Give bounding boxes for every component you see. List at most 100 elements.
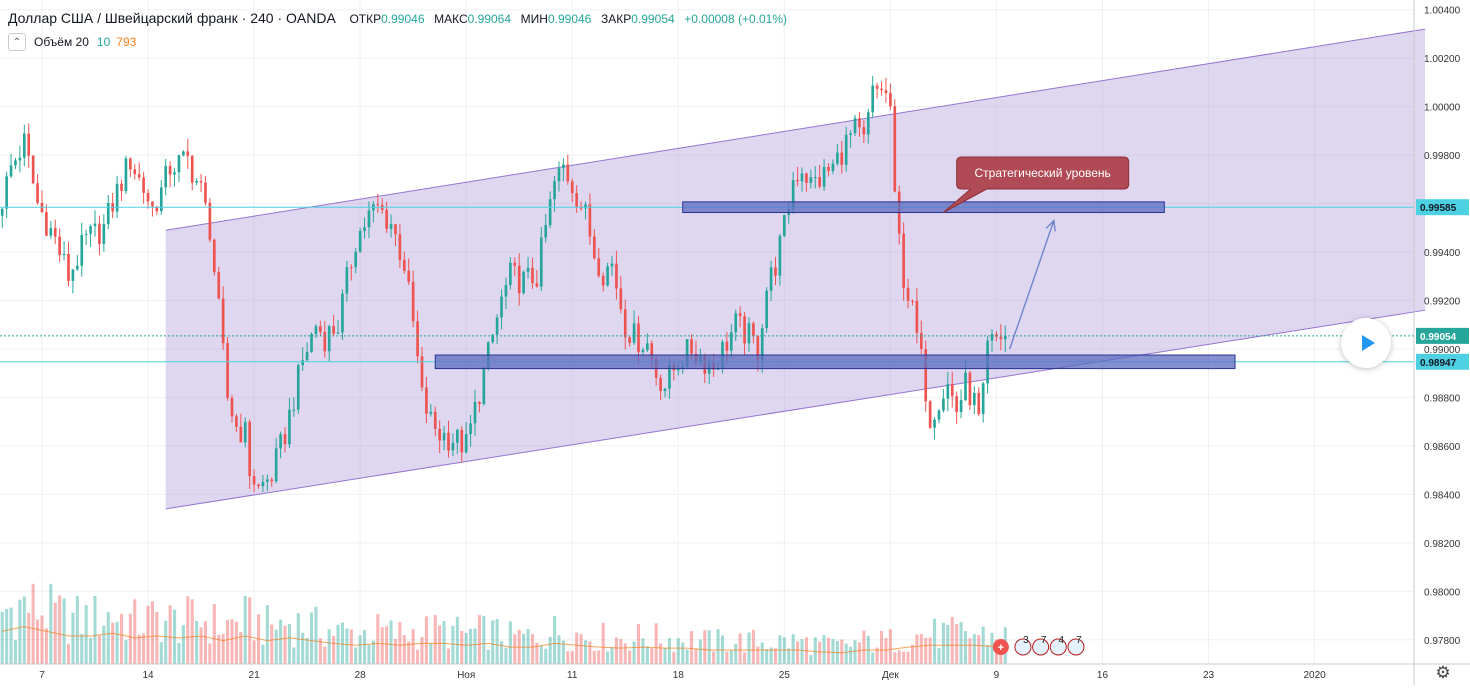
candle [601,275,605,286]
candle [760,328,764,360]
volume-bar [380,627,384,664]
candle [124,158,128,191]
volume-bar [442,621,446,664]
candle [769,267,773,291]
volume-bar [725,651,729,664]
volume-bar [857,642,861,664]
event-marker [1032,638,1050,656]
volume-bar [548,636,552,664]
volume-bar [283,625,287,664]
volume-bar [884,638,888,664]
volume-bar [226,619,230,664]
volume-bar [800,639,804,664]
volume-bar [265,605,269,664]
volume-bar [115,621,119,664]
candle [584,204,587,209]
volume-bar [826,637,831,664]
volume-bar [924,637,928,664]
volume-bar [495,618,499,664]
candle [752,323,755,337]
volume-bar [336,624,340,664]
volume-bar [981,626,985,664]
volume-bar [809,655,813,664]
y-tick-label: 0.98200 [1424,539,1461,550]
volume-bar [672,651,676,664]
y-tick-label: 0.99000 [1424,345,1461,356]
volume-bar [862,630,866,664]
candle [151,201,154,207]
volume-bar [261,644,265,664]
y-tick-label: 1.00200 [1424,54,1461,65]
candle [990,334,994,341]
volume-bar [875,647,879,664]
volume-bar [358,635,362,664]
candle [18,157,22,161]
volume-bar [707,630,711,664]
candle [451,442,455,451]
candle [800,173,804,182]
candle [973,392,976,406]
gear-icon[interactable]: ⚙ [1435,663,1451,682]
volume-bar [650,647,654,664]
candle [305,351,309,361]
candle [301,360,305,366]
candle [853,118,857,134]
candle [137,174,141,178]
candle [45,212,48,236]
volume-bar [504,647,508,664]
volume-bar [539,645,543,664]
candle [204,182,207,203]
candle [456,429,459,443]
volume-bar [796,641,800,664]
candle [849,133,852,135]
candle [49,228,53,236]
volume-bar [150,601,154,664]
volume-bar [977,635,981,664]
volume-bar [473,628,477,664]
candle [349,267,353,269]
volume-bar [623,643,627,664]
go-to-realtime-button[interactable] [1341,318,1391,368]
volume-bar [840,639,844,664]
volume-bar [195,620,199,664]
y-tick-label: 0.98600 [1424,442,1461,453]
candle [650,343,654,360]
candle [955,396,958,413]
volume-bar [760,642,764,664]
volume-bar [499,641,504,664]
volume-bar [433,615,437,664]
volume-bar [314,606,318,664]
candle [168,165,172,175]
volume-bar [221,633,225,664]
volume-bar [177,642,181,664]
candle [0,208,4,216]
candle [478,402,481,404]
event-count: 7 [1041,635,1047,646]
x-tick-label: 18 [673,670,685,681]
volume-bar [58,595,62,664]
candle [619,288,623,310]
volume-bar [80,633,84,664]
chevron-up-icon: ⌃ [12,36,22,48]
y-tick-label: 0.99800 [1424,151,1461,162]
volume-bar [429,643,433,664]
candle [517,265,521,294]
y-tick-label: 0.99400 [1424,248,1461,259]
candle [999,336,1003,340]
candle [964,372,967,401]
volume-bar [376,614,380,664]
candle [80,234,84,266]
volume-bar [0,611,4,664]
candle [539,237,543,287]
volume-bar [813,637,817,664]
volume-bar [287,624,291,664]
collapse-legend-button[interactable]: ⌃ [8,33,26,51]
volume-ma-value: 793 [116,35,137,49]
volume-bar [570,651,574,664]
channel-fill [165,29,1426,509]
volume-bar [919,633,923,664]
volume-bar [146,605,150,664]
